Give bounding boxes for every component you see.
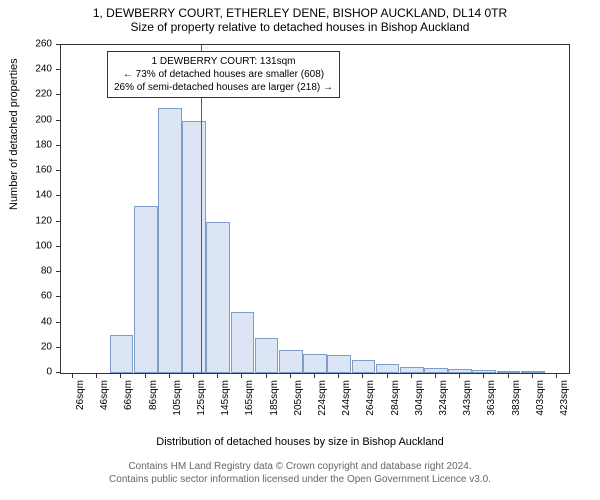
histogram-bar [472, 370, 496, 373]
histogram-bar [448, 369, 472, 373]
x-tick-label: 324sqm [438, 380, 449, 416]
histogram-bar [352, 360, 376, 373]
annotation-line3: 26% of semi-detached houses are larger (… [114, 81, 333, 94]
histogram-bar [303, 354, 327, 373]
x-tick-label: 125sqm [196, 380, 207, 416]
histogram-bar [521, 371, 545, 373]
histogram-bar [497, 371, 521, 373]
y-tick-label: 200 [35, 114, 52, 125]
chart-title-address: 1, DEWBERRY COURT, ETHERLEY DENE, BISHOP… [0, 0, 600, 20]
x-tick-label: 284sqm [390, 380, 401, 416]
footer-line2: Contains public sector information licen… [0, 473, 600, 486]
x-tick-label: 105sqm [172, 380, 183, 416]
annotation-line2: ← 73% of detached houses are smaller (60… [114, 68, 333, 81]
y-tick-label: 40 [41, 316, 52, 327]
x-tick-label: 165sqm [244, 380, 255, 416]
y-tick-label: 220 [35, 89, 52, 100]
chart-plot-area: 1 DEWBERRY COURT: 131sqm ← 73% of detach… [60, 44, 570, 374]
chart-subtitle: Size of property relative to detached ho… [0, 20, 600, 36]
histogram-bar [376, 364, 400, 373]
annotation-box: 1 DEWBERRY COURT: 131sqm ← 73% of detach… [107, 51, 340, 98]
y-tick-label: 260 [35, 39, 52, 50]
x-tick-label: 423sqm [559, 380, 570, 416]
y-tick-label: 0 [46, 367, 52, 378]
histogram-bar [158, 108, 182, 373]
x-tick-label: 383sqm [511, 380, 522, 416]
histogram-bar [255, 338, 279, 373]
y-tick-label: 140 [35, 190, 52, 201]
y-tick-label: 120 [35, 215, 52, 226]
x-tick-label: 304sqm [414, 380, 425, 416]
x-axis-title: Distribution of detached houses by size … [0, 436, 600, 448]
x-tick-label: 244sqm [341, 380, 352, 416]
x-tick-label: 343sqm [462, 380, 473, 416]
x-tick-label: 86sqm [148, 380, 159, 410]
x-tick-label: 46sqm [99, 380, 110, 410]
histogram-bar [279, 350, 303, 373]
x-tick-label: 205sqm [293, 380, 304, 416]
histogram-bar [134, 206, 158, 373]
x-tick-label: 363sqm [486, 380, 497, 416]
y-tick-label: 80 [41, 266, 52, 277]
footer-attribution: Contains HM Land Registry data © Crown c… [0, 460, 600, 486]
histogram-bar [400, 367, 424, 373]
y-axis-ticks: 020406080100120140160180200220240260 [0, 44, 56, 374]
histogram-bar [110, 335, 134, 373]
y-tick-label: 180 [35, 139, 52, 150]
histogram-bar [182, 121, 206, 373]
x-tick-label: 264sqm [365, 380, 376, 416]
histogram-bar [231, 312, 255, 373]
y-tick-label: 100 [35, 240, 52, 251]
annotation-line1: 1 DEWBERRY COURT: 131sqm [114, 55, 333, 68]
x-tick-label: 26sqm [75, 380, 86, 410]
histogram-bar [424, 368, 448, 373]
x-axis-ticks: 26sqm 46sqm 66sqm 86sqm 105sqm 125sqm 145sqm 16… [60, 374, 570, 434]
y-tick-label: 160 [35, 165, 52, 176]
x-tick-label: 66sqm [123, 380, 134, 410]
histogram-bar [327, 355, 351, 373]
x-tick-label: 185sqm [269, 380, 280, 416]
footer-line1: Contains HM Land Registry data © Crown c… [0, 460, 600, 473]
y-tick-label: 60 [41, 291, 52, 302]
x-tick-label: 224sqm [317, 380, 328, 416]
histogram-bar [206, 222, 230, 373]
y-tick-label: 240 [35, 64, 52, 75]
y-tick-label: 20 [41, 341, 52, 352]
x-tick-label: 403sqm [535, 380, 546, 416]
x-tick-label: 145sqm [220, 380, 231, 416]
